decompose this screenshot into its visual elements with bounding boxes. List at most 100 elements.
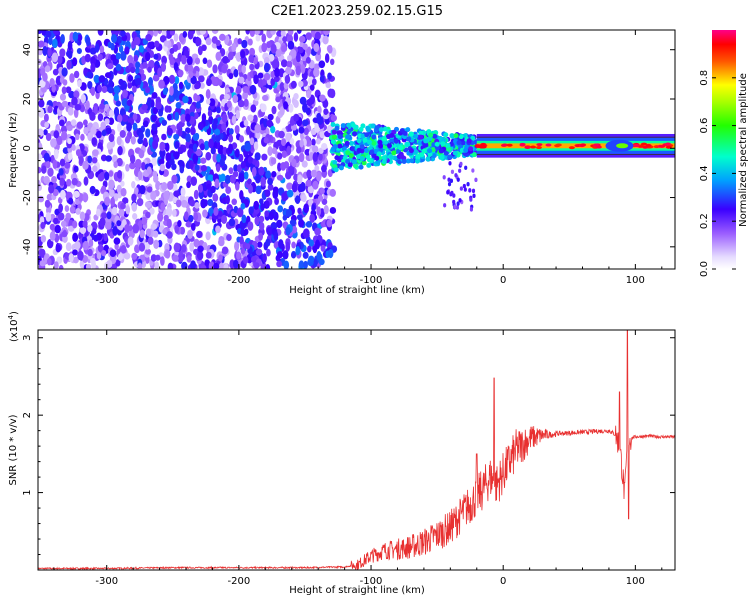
heatmap-cell	[386, 143, 392, 149]
heatmap-cell	[268, 53, 275, 62]
bottom-x-tick-label: -300	[95, 576, 118, 587]
heatmap-cell	[197, 245, 204, 253]
heatmap-cell	[127, 74, 134, 82]
heatmap-cell	[122, 89, 128, 99]
heatmap-cell	[195, 101, 201, 109]
heatmap-cell	[38, 99, 45, 108]
heatmap-cell	[356, 147, 362, 153]
heatmap-cell	[247, 156, 253, 164]
heatmap-cell	[450, 190, 454, 196]
heatmap-cell	[180, 199, 188, 208]
heatmap-cell	[241, 214, 247, 224]
heatmap-cell	[115, 259, 121, 267]
heatmap-cell	[421, 148, 427, 154]
heatmap-cell	[193, 93, 198, 102]
heatmap-cell	[297, 174, 303, 185]
heatmap-cell	[215, 51, 222, 61]
heatmap-cell	[247, 221, 254, 231]
heatmap-cell	[96, 130, 102, 139]
heatmap-cell	[298, 218, 305, 228]
heatmap-cell	[87, 224, 93, 233]
heatmap-cell	[186, 55, 193, 66]
heatmap-cell	[40, 67, 46, 76]
heatmap-cell	[51, 175, 57, 184]
heatmap-cell	[263, 56, 270, 65]
heatmap-cell	[131, 181, 136, 189]
heatmap-cell	[449, 133, 455, 139]
heatmap-cell	[365, 127, 371, 133]
heatmap-cell	[108, 109, 115, 118]
heatmap-cell	[240, 203, 246, 210]
bottom-y-tick-label: 1	[22, 489, 33, 495]
heatmap-cell	[218, 238, 225, 247]
heatmap-cell	[264, 210, 270, 218]
heatmap-cell	[231, 115, 237, 125]
spectrogram-frame	[37, 29, 676, 270]
heatmap-cell	[221, 246, 229, 255]
heatmap-cell	[241, 64, 246, 74]
heatmap-cell	[73, 90, 80, 99]
heatmap-cell	[267, 113, 274, 121]
heatmap-cell	[319, 74, 325, 83]
heatmap-cell	[152, 230, 159, 238]
heatmap-cell	[439, 154, 445, 160]
heatmap-cell	[44, 121, 50, 129]
heatmap-cell	[319, 130, 326, 139]
heatmap-cell	[104, 196, 111, 206]
heatmap-cell	[196, 250, 204, 261]
heatmap-cell	[97, 113, 104, 122]
heatmap-cell	[205, 151, 212, 161]
heatmap-cell	[245, 30, 251, 35]
heatmap-cell	[306, 245, 312, 253]
heatmap-cell	[68, 253, 74, 263]
heatmap-cell	[252, 114, 258, 124]
heatmap-cell	[144, 241, 151, 250]
heatmap-cell	[88, 239, 94, 247]
heatmap-cell	[313, 63, 320, 71]
heatmap-cell	[408, 148, 414, 154]
heatmap-cell	[84, 100, 90, 110]
heatmap-cell	[545, 143, 552, 147]
heatmap-cell	[52, 38, 58, 49]
heatmap-cell	[212, 193, 219, 202]
heatmap-cell	[472, 193, 476, 199]
heatmap-cell	[213, 206, 219, 216]
heatmap-cell	[43, 175, 50, 184]
heatmap-cell	[104, 221, 112, 230]
heatmap-cell	[180, 113, 187, 123]
heatmap-cell	[137, 170, 143, 181]
heatmap-cell	[227, 51, 234, 61]
heatmap-cell	[41, 30, 47, 36]
heatmap-cell	[80, 133, 85, 141]
heatmap-cell	[447, 181, 452, 187]
heatmap-cell	[337, 134, 343, 140]
heatmap-cell	[177, 220, 182, 228]
heatmap-cell	[321, 164, 327, 173]
heatmap-cell	[69, 73, 75, 83]
heatmap-cell	[159, 35, 167, 43]
heatmap-cell	[152, 107, 159, 115]
heatmap-cell	[265, 263, 271, 269]
heatmap-cell	[268, 211, 275, 221]
heatmap-cell	[231, 42, 237, 52]
heatmap-cell	[233, 164, 239, 173]
heatmap-cell	[160, 181, 168, 191]
heatmap-cell	[105, 155, 113, 162]
top-x-tick-label: -300	[95, 275, 118, 286]
heatmap-cell	[124, 224, 131, 233]
heatmap-cell	[122, 197, 129, 205]
heatmap-cell	[375, 159, 381, 165]
heatmap-cell	[56, 135, 63, 146]
heatmap-cell	[418, 130, 424, 136]
heatmap-cell	[238, 172, 245, 183]
heatmap-cell	[200, 157, 207, 164]
heatmap-cell	[164, 142, 170, 152]
heatmap-cell	[287, 54, 292, 62]
heatmap-cell	[103, 232, 108, 242]
heatmap-cell	[371, 134, 377, 140]
heatmap-cell	[165, 206, 173, 217]
heatmap-cell	[351, 159, 357, 165]
heatmap-cell	[89, 47, 97, 55]
heatmap-cell	[150, 254, 157, 262]
heatmap-cell	[52, 189, 59, 197]
